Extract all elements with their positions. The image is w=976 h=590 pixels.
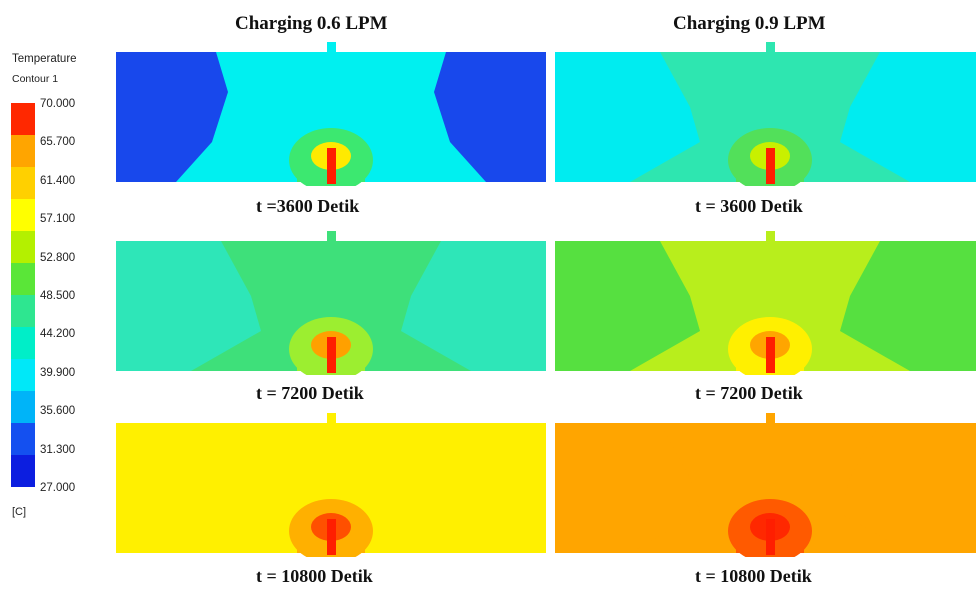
contour-panel [116, 413, 546, 557]
time-label: t = 3600 Detik [695, 196, 803, 216]
legend-value: 35.600 [40, 405, 76, 418]
legend-band [11, 167, 35, 200]
inlet-nozzle [766, 337, 775, 373]
legend-band [11, 455, 35, 487]
legend-value: 48.500 [40, 290, 76, 302]
contour-mid-region [630, 423, 910, 553]
inlet-nozzle [327, 337, 336, 373]
contour-side-region [116, 52, 228, 182]
legend-value: 27.000 [40, 482, 76, 494]
outlet-stub [766, 413, 775, 425]
outlet-stub [327, 413, 336, 425]
contour-panel [116, 231, 546, 375]
legend-color-bar [11, 103, 35, 487]
outlet-stub [766, 42, 775, 54]
time-label: t =3600 Detik [256, 196, 360, 216]
legend-band [11, 295, 35, 328]
contour-panel [555, 42, 976, 186]
legend-value: 31.300 [40, 443, 76, 456]
contour-panel [116, 42, 546, 186]
legend-band [11, 263, 35, 296]
time-label: t = 7200 Detik [695, 383, 803, 403]
inlet-nozzle [327, 519, 336, 555]
legend-value: 70.000 [40, 98, 76, 110]
outlet-stub [766, 231, 775, 243]
contour-mid-region [191, 241, 471, 371]
legend-value: 61.400 [40, 174, 76, 187]
legend-value: 57.100 [40, 213, 76, 226]
legend-value: 44.200 [40, 328, 76, 341]
contour-panel [555, 231, 976, 375]
contour-panel [555, 413, 976, 557]
column-title-0-6-lpm: Charging 0.6 LPM [235, 13, 388, 34]
legend-band [11, 423, 35, 456]
legend-band [11, 199, 35, 232]
time-label: t = 7200 Detik [256, 383, 364, 403]
outlet-stub [327, 231, 336, 243]
time-label: t = 10800 Detik [695, 566, 812, 586]
inlet-nozzle [766, 148, 775, 184]
legend-title: Temperature [12, 53, 77, 65]
legend-band [11, 103, 35, 136]
legend-band [11, 231, 35, 264]
legend-value: 65.700 [40, 136, 76, 149]
outlet-stub [327, 42, 336, 54]
legend-band [11, 327, 35, 360]
legend-value: 52.800 [40, 251, 76, 264]
contour-mid-region [191, 52, 471, 182]
legend-unit: [C] [12, 506, 27, 518]
legend-band [11, 359, 35, 392]
contour-mid-region [191, 423, 471, 553]
contour-mid-region [630, 52, 910, 182]
contour-side-region [434, 52, 546, 182]
contour-mid-region [630, 241, 910, 371]
inlet-nozzle [766, 519, 775, 555]
inlet-nozzle [327, 148, 336, 184]
legend-band [11, 391, 35, 424]
legend-band [11, 135, 35, 168]
legend-value: 39.900 [40, 366, 76, 379]
time-label: t = 10800 Detik [256, 566, 373, 586]
legend-subtitle: Contour 1 [12, 73, 59, 85]
column-title-0-9-lpm: Charging 0.9 LPM [673, 13, 826, 34]
